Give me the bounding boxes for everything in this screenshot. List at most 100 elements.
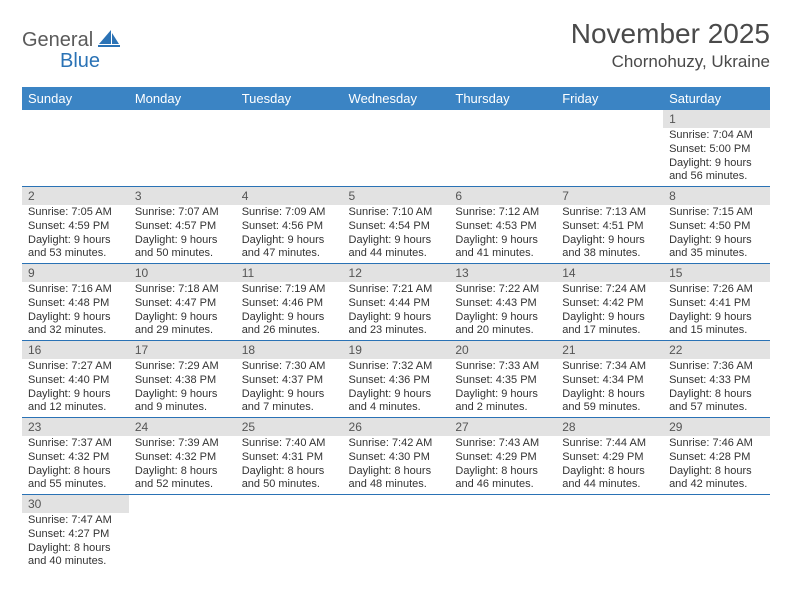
day-line: and 20 minutes. (455, 324, 550, 338)
calendar-cell: 25Sunrise: 7:40 AMSunset: 4:31 PMDayligh… (236, 418, 343, 495)
day-line: Daylight: 8 hours (135, 465, 230, 479)
day-number (663, 495, 770, 513)
day-line: Sunrise: 7:13 AM (562, 206, 657, 220)
calendar-cell: 23Sunrise: 7:37 AMSunset: 4:32 PMDayligh… (22, 418, 129, 495)
day-line: Daylight: 9 hours (242, 311, 337, 325)
day-body: Sunrise: 7:19 AMSunset: 4:46 PMDaylight:… (236, 282, 343, 340)
day-line: Sunset: 4:38 PM (135, 374, 230, 388)
day-line: Sunrise: 7:09 AM (242, 206, 337, 220)
day-number: 5 (343, 187, 450, 205)
day-line: Daylight: 9 hours (242, 388, 337, 402)
day-body: Sunrise: 7:07 AMSunset: 4:57 PMDaylight:… (129, 205, 236, 263)
weekday-header: Wednesday (343, 87, 450, 110)
day-line: Sunset: 4:46 PM (242, 297, 337, 311)
day-line: Sunset: 4:27 PM (28, 528, 123, 542)
day-line: Sunset: 4:54 PM (349, 220, 444, 234)
day-line: and 53 minutes. (28, 247, 123, 261)
day-number (556, 495, 663, 513)
day-body: Sunrise: 7:13 AMSunset: 4:51 PMDaylight:… (556, 205, 663, 263)
day-line: Sunrise: 7:40 AM (242, 437, 337, 451)
weekday-header: Saturday (663, 87, 770, 110)
day-line: and 12 minutes. (28, 401, 123, 415)
calendar-cell: 24Sunrise: 7:39 AMSunset: 4:32 PMDayligh… (129, 418, 236, 495)
calendar-cell: 15Sunrise: 7:26 AMSunset: 4:41 PMDayligh… (663, 264, 770, 341)
day-line: Daylight: 9 hours (135, 234, 230, 248)
calendar-cell (449, 110, 556, 187)
day-line: Sunrise: 7:27 AM (28, 360, 123, 374)
calendar-cell: 3Sunrise: 7:07 AMSunset: 4:57 PMDaylight… (129, 187, 236, 264)
day-line: Daylight: 8 hours (349, 465, 444, 479)
day-line: Sunrise: 7:15 AM (669, 206, 764, 220)
day-number: 27 (449, 418, 556, 436)
calendar-row: 9Sunrise: 7:16 AMSunset: 4:48 PMDaylight… (22, 264, 770, 341)
day-line: Sunset: 4:33 PM (669, 374, 764, 388)
day-line: Daylight: 9 hours (349, 234, 444, 248)
day-body: Sunrise: 7:24 AMSunset: 4:42 PMDaylight:… (556, 282, 663, 340)
calendar-cell: 2Sunrise: 7:05 AMSunset: 4:59 PMDaylight… (22, 187, 129, 264)
day-line: Daylight: 8 hours (669, 388, 764, 402)
day-line: Sunrise: 7:12 AM (455, 206, 550, 220)
day-line: Sunrise: 7:46 AM (669, 437, 764, 451)
calendar-cell: 20Sunrise: 7:33 AMSunset: 4:35 PMDayligh… (449, 341, 556, 418)
day-line: Sunset: 4:41 PM (669, 297, 764, 311)
day-line: Sunrise: 7:36 AM (669, 360, 764, 374)
day-line: and 47 minutes. (242, 247, 337, 261)
day-number: 8 (663, 187, 770, 205)
day-line: Daylight: 9 hours (669, 311, 764, 325)
day-number: 9 (22, 264, 129, 282)
calendar-row: 23Sunrise: 7:37 AMSunset: 4:32 PMDayligh… (22, 418, 770, 495)
day-line: and 7 minutes. (242, 401, 337, 415)
day-number: 28 (556, 418, 663, 436)
day-line: Daylight: 9 hours (455, 388, 550, 402)
day-number: 23 (22, 418, 129, 436)
day-body: Sunrise: 7:32 AMSunset: 4:36 PMDaylight:… (343, 359, 450, 417)
day-number (343, 110, 450, 128)
day-line: and 50 minutes. (135, 247, 230, 261)
calendar-cell: 16Sunrise: 7:27 AMSunset: 4:40 PMDayligh… (22, 341, 129, 418)
day-line: Sunrise: 7:22 AM (455, 283, 550, 297)
day-line: Sunset: 4:40 PM (28, 374, 123, 388)
weekday-header: Friday (556, 87, 663, 110)
day-line: Sunrise: 7:05 AM (28, 206, 123, 220)
day-body (449, 513, 556, 516)
day-line: and 46 minutes. (455, 478, 550, 492)
calendar-cell: 13Sunrise: 7:22 AMSunset: 4:43 PMDayligh… (449, 264, 556, 341)
calendar-row: 30Sunrise: 7:47 AMSunset: 4:27 PMDayligh… (22, 495, 770, 572)
calendar-cell: 30Sunrise: 7:47 AMSunset: 4:27 PMDayligh… (22, 495, 129, 572)
day-line: Sunrise: 7:21 AM (349, 283, 444, 297)
day-line: Sunset: 4:36 PM (349, 374, 444, 388)
day-body: Sunrise: 7:15 AMSunset: 4:50 PMDaylight:… (663, 205, 770, 263)
day-body: Sunrise: 7:04 AMSunset: 5:00 PMDaylight:… (663, 128, 770, 186)
day-number: 4 (236, 187, 343, 205)
day-body: Sunrise: 7:36 AMSunset: 4:33 PMDaylight:… (663, 359, 770, 417)
day-number: 17 (129, 341, 236, 359)
day-body (556, 513, 663, 516)
calendar-cell: 11Sunrise: 7:19 AMSunset: 4:46 PMDayligh… (236, 264, 343, 341)
day-number: 12 (343, 264, 450, 282)
day-body (129, 513, 236, 516)
day-line: and 9 minutes. (135, 401, 230, 415)
day-body: Sunrise: 7:47 AMSunset: 4:27 PMDaylight:… (22, 513, 129, 571)
day-line: Sunset: 5:00 PM (669, 143, 764, 157)
day-line: Sunrise: 7:32 AM (349, 360, 444, 374)
day-line: Sunset: 4:42 PM (562, 297, 657, 311)
logo: General (22, 18, 123, 53)
day-number: 22 (663, 341, 770, 359)
day-line: and 44 minutes. (562, 478, 657, 492)
day-line: Sunset: 4:53 PM (455, 220, 550, 234)
day-number (449, 495, 556, 513)
calendar-cell: 27Sunrise: 7:43 AMSunset: 4:29 PMDayligh… (449, 418, 556, 495)
day-line: Sunset: 4:32 PM (28, 451, 123, 465)
day-line: Sunrise: 7:16 AM (28, 283, 123, 297)
day-number: 15 (663, 264, 770, 282)
day-line: Sunrise: 7:04 AM (669, 129, 764, 143)
day-line: Daylight: 9 hours (562, 234, 657, 248)
day-body: Sunrise: 7:33 AMSunset: 4:35 PMDaylight:… (449, 359, 556, 417)
day-line: and 55 minutes. (28, 478, 123, 492)
day-line: Sunset: 4:57 PM (135, 220, 230, 234)
day-line: and 56 minutes. (669, 170, 764, 184)
day-line: Sunset: 4:30 PM (349, 451, 444, 465)
day-line: Sunset: 4:37 PM (242, 374, 337, 388)
day-line: Sunset: 4:34 PM (562, 374, 657, 388)
calendar-cell (129, 110, 236, 187)
